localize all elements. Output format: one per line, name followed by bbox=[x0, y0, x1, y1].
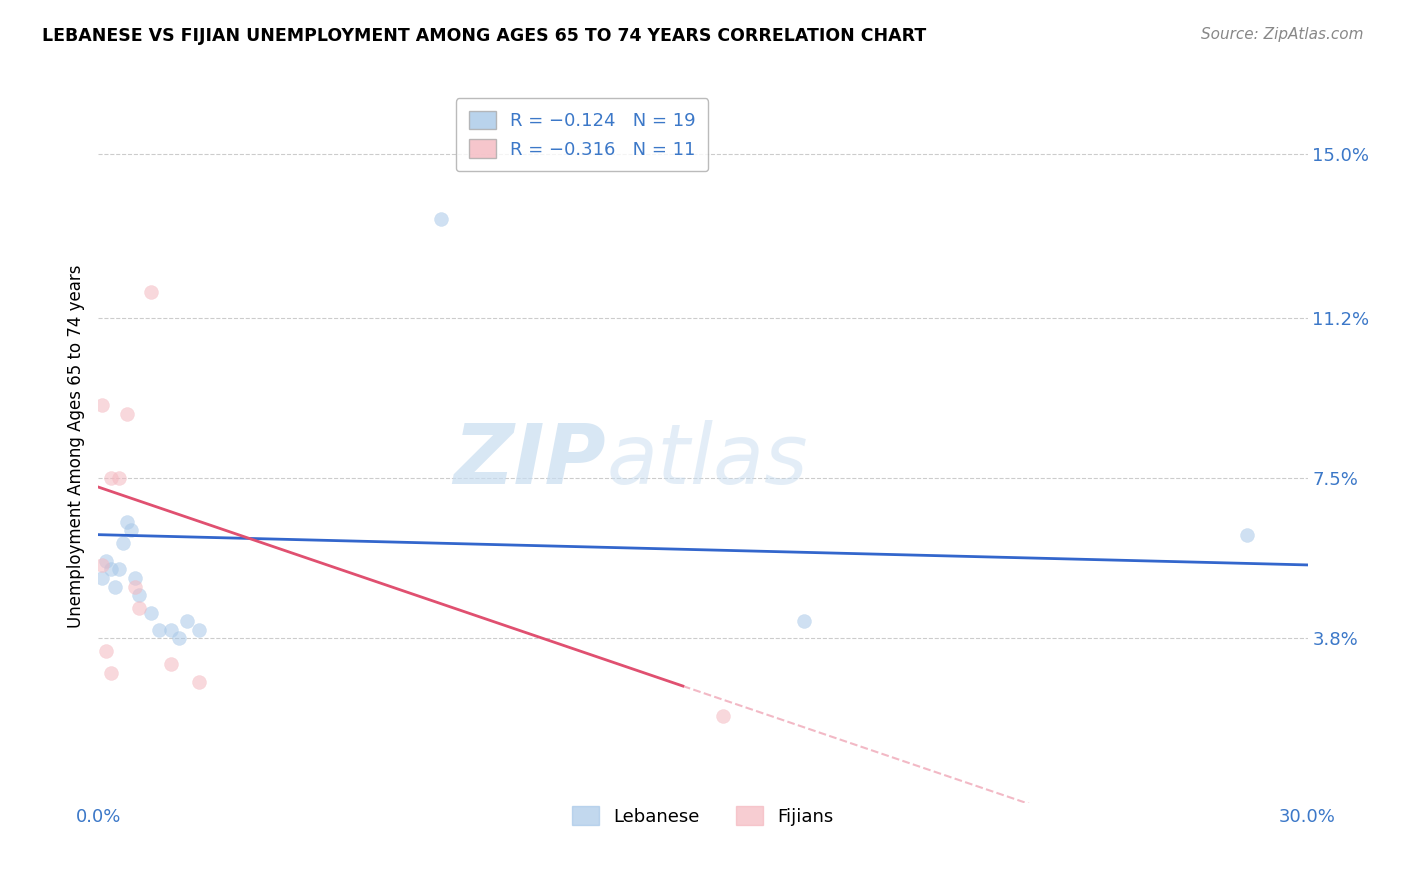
Point bbox=[148, 623, 170, 637]
Point bbox=[188, 674, 211, 689]
Point bbox=[188, 623, 211, 637]
Point bbox=[91, 571, 114, 585]
Point bbox=[111, 536, 134, 550]
Point bbox=[100, 562, 122, 576]
Point bbox=[1236, 527, 1258, 541]
Point bbox=[793, 614, 815, 628]
Point bbox=[100, 471, 122, 485]
Point bbox=[96, 644, 118, 658]
Text: LEBANESE VS FIJIAN UNEMPLOYMENT AMONG AGES 65 TO 74 YEARS CORRELATION CHART: LEBANESE VS FIJIAN UNEMPLOYMENT AMONG AG… bbox=[42, 27, 927, 45]
Point bbox=[139, 606, 162, 620]
Point bbox=[91, 558, 114, 572]
Point bbox=[103, 580, 125, 594]
Point bbox=[91, 398, 114, 412]
Text: atlas: atlas bbox=[606, 420, 808, 500]
Point bbox=[176, 614, 198, 628]
Text: ZIP: ZIP bbox=[454, 420, 606, 500]
Point bbox=[124, 571, 146, 585]
Y-axis label: Unemployment Among Ages 65 to 74 years: Unemployment Among Ages 65 to 74 years bbox=[66, 264, 84, 628]
Point bbox=[139, 285, 162, 300]
Point bbox=[107, 471, 129, 485]
Point bbox=[711, 709, 734, 723]
Point bbox=[96, 553, 118, 567]
Point bbox=[128, 601, 150, 615]
Point bbox=[167, 632, 190, 646]
Point bbox=[100, 666, 122, 681]
Legend: Lebanese, Fijians: Lebanese, Fijians bbox=[565, 799, 841, 833]
Point bbox=[115, 515, 138, 529]
Point bbox=[115, 407, 138, 421]
Point bbox=[128, 588, 150, 602]
Point bbox=[160, 623, 183, 637]
Point bbox=[120, 524, 142, 538]
Point bbox=[430, 211, 453, 226]
Text: Source: ZipAtlas.com: Source: ZipAtlas.com bbox=[1201, 27, 1364, 42]
Point bbox=[160, 657, 183, 672]
Point bbox=[124, 580, 146, 594]
Point bbox=[107, 562, 129, 576]
